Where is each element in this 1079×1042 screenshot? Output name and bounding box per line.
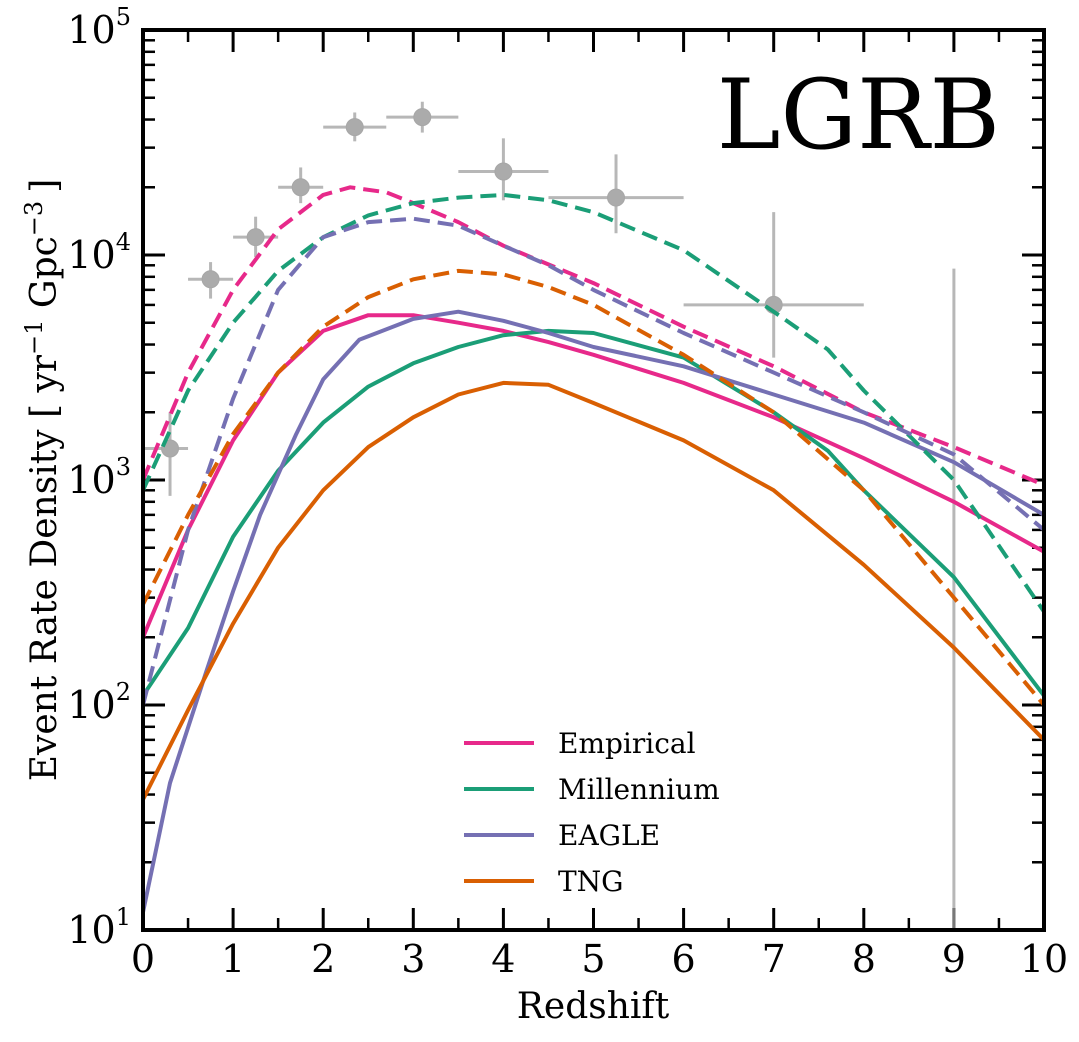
x-tick-label: 7 bbox=[762, 937, 786, 981]
y-tick-base: 10 bbox=[67, 908, 115, 952]
x-axis-label: Redshift bbox=[517, 986, 670, 1027]
observation-point bbox=[458, 138, 549, 201]
y-label-sup2: −3 bbox=[20, 201, 48, 236]
observation-point bbox=[323, 112, 387, 142]
series-line-dashed bbox=[141, 185, 1045, 487]
y-label-a: Event Rate Density [ yr bbox=[24, 354, 65, 781]
series-line bbox=[141, 380, 1046, 801]
y-tick-exponent: 3 bbox=[116, 453, 131, 481]
x-tick-label: 2 bbox=[311, 937, 335, 981]
legend-label: TNG bbox=[558, 865, 624, 898]
x-tick-label: 9 bbox=[942, 937, 966, 981]
y-tick-base: 10 bbox=[67, 458, 115, 502]
y-tick-exponent: 5 bbox=[116, 3, 131, 31]
observation-point bbox=[278, 167, 324, 204]
y-tick-exponent: 4 bbox=[116, 228, 131, 256]
y-label-c: ] bbox=[24, 179, 65, 193]
x-tick-label: 1 bbox=[221, 937, 245, 981]
y-axis-label: Event Rate Density [ yr−1 Gpc−3] bbox=[20, 179, 65, 782]
x-tick-label: 3 bbox=[401, 937, 425, 981]
observations bbox=[143, 101, 956, 930]
series-line-dashed bbox=[141, 216, 1046, 706]
observation-marker bbox=[607, 188, 626, 207]
y-tick-label: 102 bbox=[67, 678, 131, 727]
y-tick-base: 10 bbox=[67, 8, 115, 52]
y-tick-label: 104 bbox=[67, 228, 131, 277]
x-tick-label: 0 bbox=[131, 937, 155, 981]
plot-frame bbox=[141, 28, 1046, 932]
y-tick-label: 103 bbox=[67, 453, 131, 502]
observation-point bbox=[188, 262, 234, 299]
observation-marker bbox=[246, 228, 265, 247]
y-label-b: Gpc bbox=[24, 236, 65, 319]
x-tick-label: 4 bbox=[491, 937, 515, 981]
y-tick-base: 10 bbox=[67, 683, 115, 727]
x-tick-label: 8 bbox=[852, 937, 876, 981]
observation-point bbox=[683, 212, 864, 358]
observation-marker bbox=[345, 118, 364, 137]
observation-point bbox=[386, 101, 459, 133]
y-tick-exponent: 2 bbox=[116, 678, 131, 706]
x-tick-label: 6 bbox=[672, 937, 696, 981]
legend-label: EAGLE bbox=[558, 819, 660, 852]
observation-marker bbox=[201, 270, 220, 289]
observation-marker bbox=[413, 108, 432, 127]
observation-point bbox=[548, 154, 684, 234]
legend: Empirical Millennium EAGLE TNG bbox=[464, 727, 720, 898]
x-tick-label: 10 bbox=[1020, 937, 1068, 981]
legend-label: Empirical bbox=[558, 727, 696, 760]
y-tick-label: 105 bbox=[67, 3, 131, 52]
series-line bbox=[141, 328, 1046, 697]
y-tick-base: 10 bbox=[67, 233, 115, 277]
observation-marker bbox=[494, 162, 513, 181]
observation-marker bbox=[291, 178, 310, 197]
chart-title: LGRB bbox=[717, 59, 1000, 171]
series-line-dashed bbox=[141, 268, 1046, 707]
series-lines bbox=[141, 185, 1046, 913]
y-tick-exponent: 1 bbox=[116, 903, 131, 931]
legend-label: Millennium bbox=[558, 773, 720, 806]
y-tick-label: 101 bbox=[67, 903, 131, 952]
x-tick-label: 5 bbox=[581, 937, 605, 981]
series-line bbox=[141, 309, 1046, 913]
y-label-sup1: −1 bbox=[20, 320, 48, 355]
